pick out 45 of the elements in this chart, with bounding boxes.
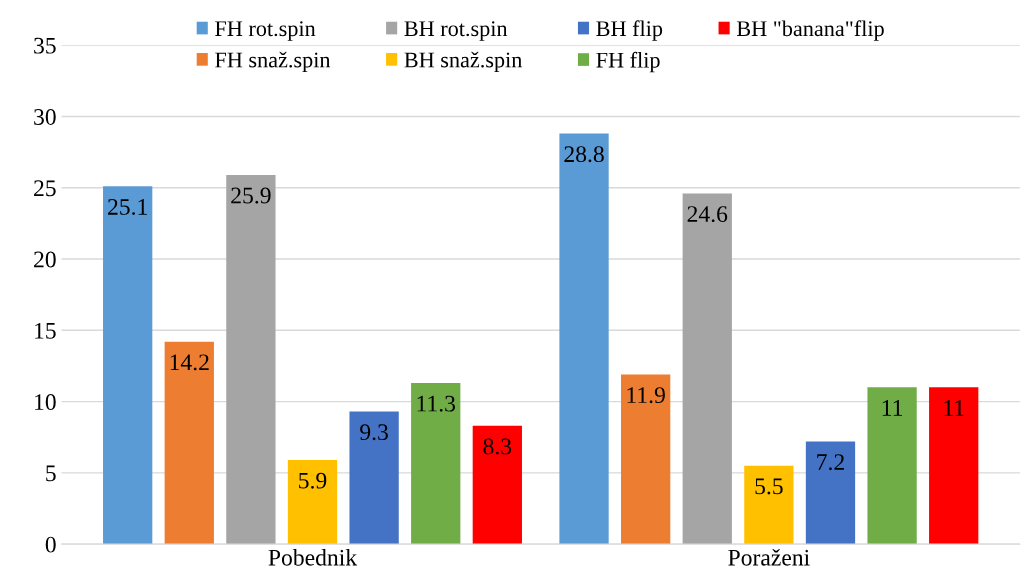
legend-label: FH rot.spin bbox=[215, 21, 316, 41]
y-tick-label: 35 bbox=[34, 37, 56, 54]
data-label: 7.2 bbox=[817, 454, 844, 471]
legend-label: BH snaž.spin bbox=[404, 51, 523, 72]
bar bbox=[103, 186, 153, 545]
data-label: 24.6 bbox=[687, 206, 728, 223]
data-label: 5.5 bbox=[755, 478, 783, 495]
bar bbox=[164, 341, 214, 545]
bar bbox=[287, 460, 338, 545]
legend-label: BH "banana"flip bbox=[736, 20, 884, 41]
y-tick-label: 30 bbox=[34, 108, 56, 125]
legend-label: FH snaž.spin bbox=[215, 51, 331, 72]
y-tick-label: 0 bbox=[45, 536, 56, 553]
legend-label: BH flip bbox=[596, 20, 663, 41]
y-tick-label: 25 bbox=[34, 180, 56, 197]
y-tick-label: 5 bbox=[46, 465, 56, 482]
data-label: 11.3 bbox=[417, 395, 456, 412]
data-label: 28.8 bbox=[564, 146, 604, 163]
data-label: 11.9 bbox=[627, 387, 665, 404]
bar bbox=[867, 387, 917, 545]
data-label: 14.2 bbox=[170, 354, 209, 371]
legend-label: BH rot.spin bbox=[404, 21, 508, 41]
data-label: 9.3 bbox=[360, 424, 388, 441]
bar bbox=[744, 465, 794, 545]
x-tick-label: Poraženi bbox=[728, 548, 810, 566]
bar bbox=[349, 411, 399, 545]
y-tick-label: 15 bbox=[35, 322, 56, 339]
bar bbox=[682, 193, 732, 545]
data-label: 25.9 bbox=[231, 187, 271, 204]
y-tick-label: 10 bbox=[35, 394, 56, 411]
data-label: 5.9 bbox=[299, 472, 327, 489]
legend-label: FH flip bbox=[596, 51, 660, 73]
x-tick-label: Pobednik bbox=[268, 549, 358, 566]
bar bbox=[226, 174, 276, 545]
data-label: 25.1 bbox=[108, 199, 147, 215]
bar bbox=[411, 383, 461, 545]
bar bbox=[559, 133, 609, 545]
bar bbox=[805, 441, 856, 545]
y-tick-label: 20 bbox=[34, 251, 56, 268]
data-label: 11 bbox=[944, 400, 964, 416]
bar bbox=[929, 387, 979, 545]
bar bbox=[472, 425, 522, 545]
data-label: 11 bbox=[882, 400, 903, 416]
bar bbox=[621, 374, 671, 545]
data-label: 8.3 bbox=[483, 438, 512, 455]
